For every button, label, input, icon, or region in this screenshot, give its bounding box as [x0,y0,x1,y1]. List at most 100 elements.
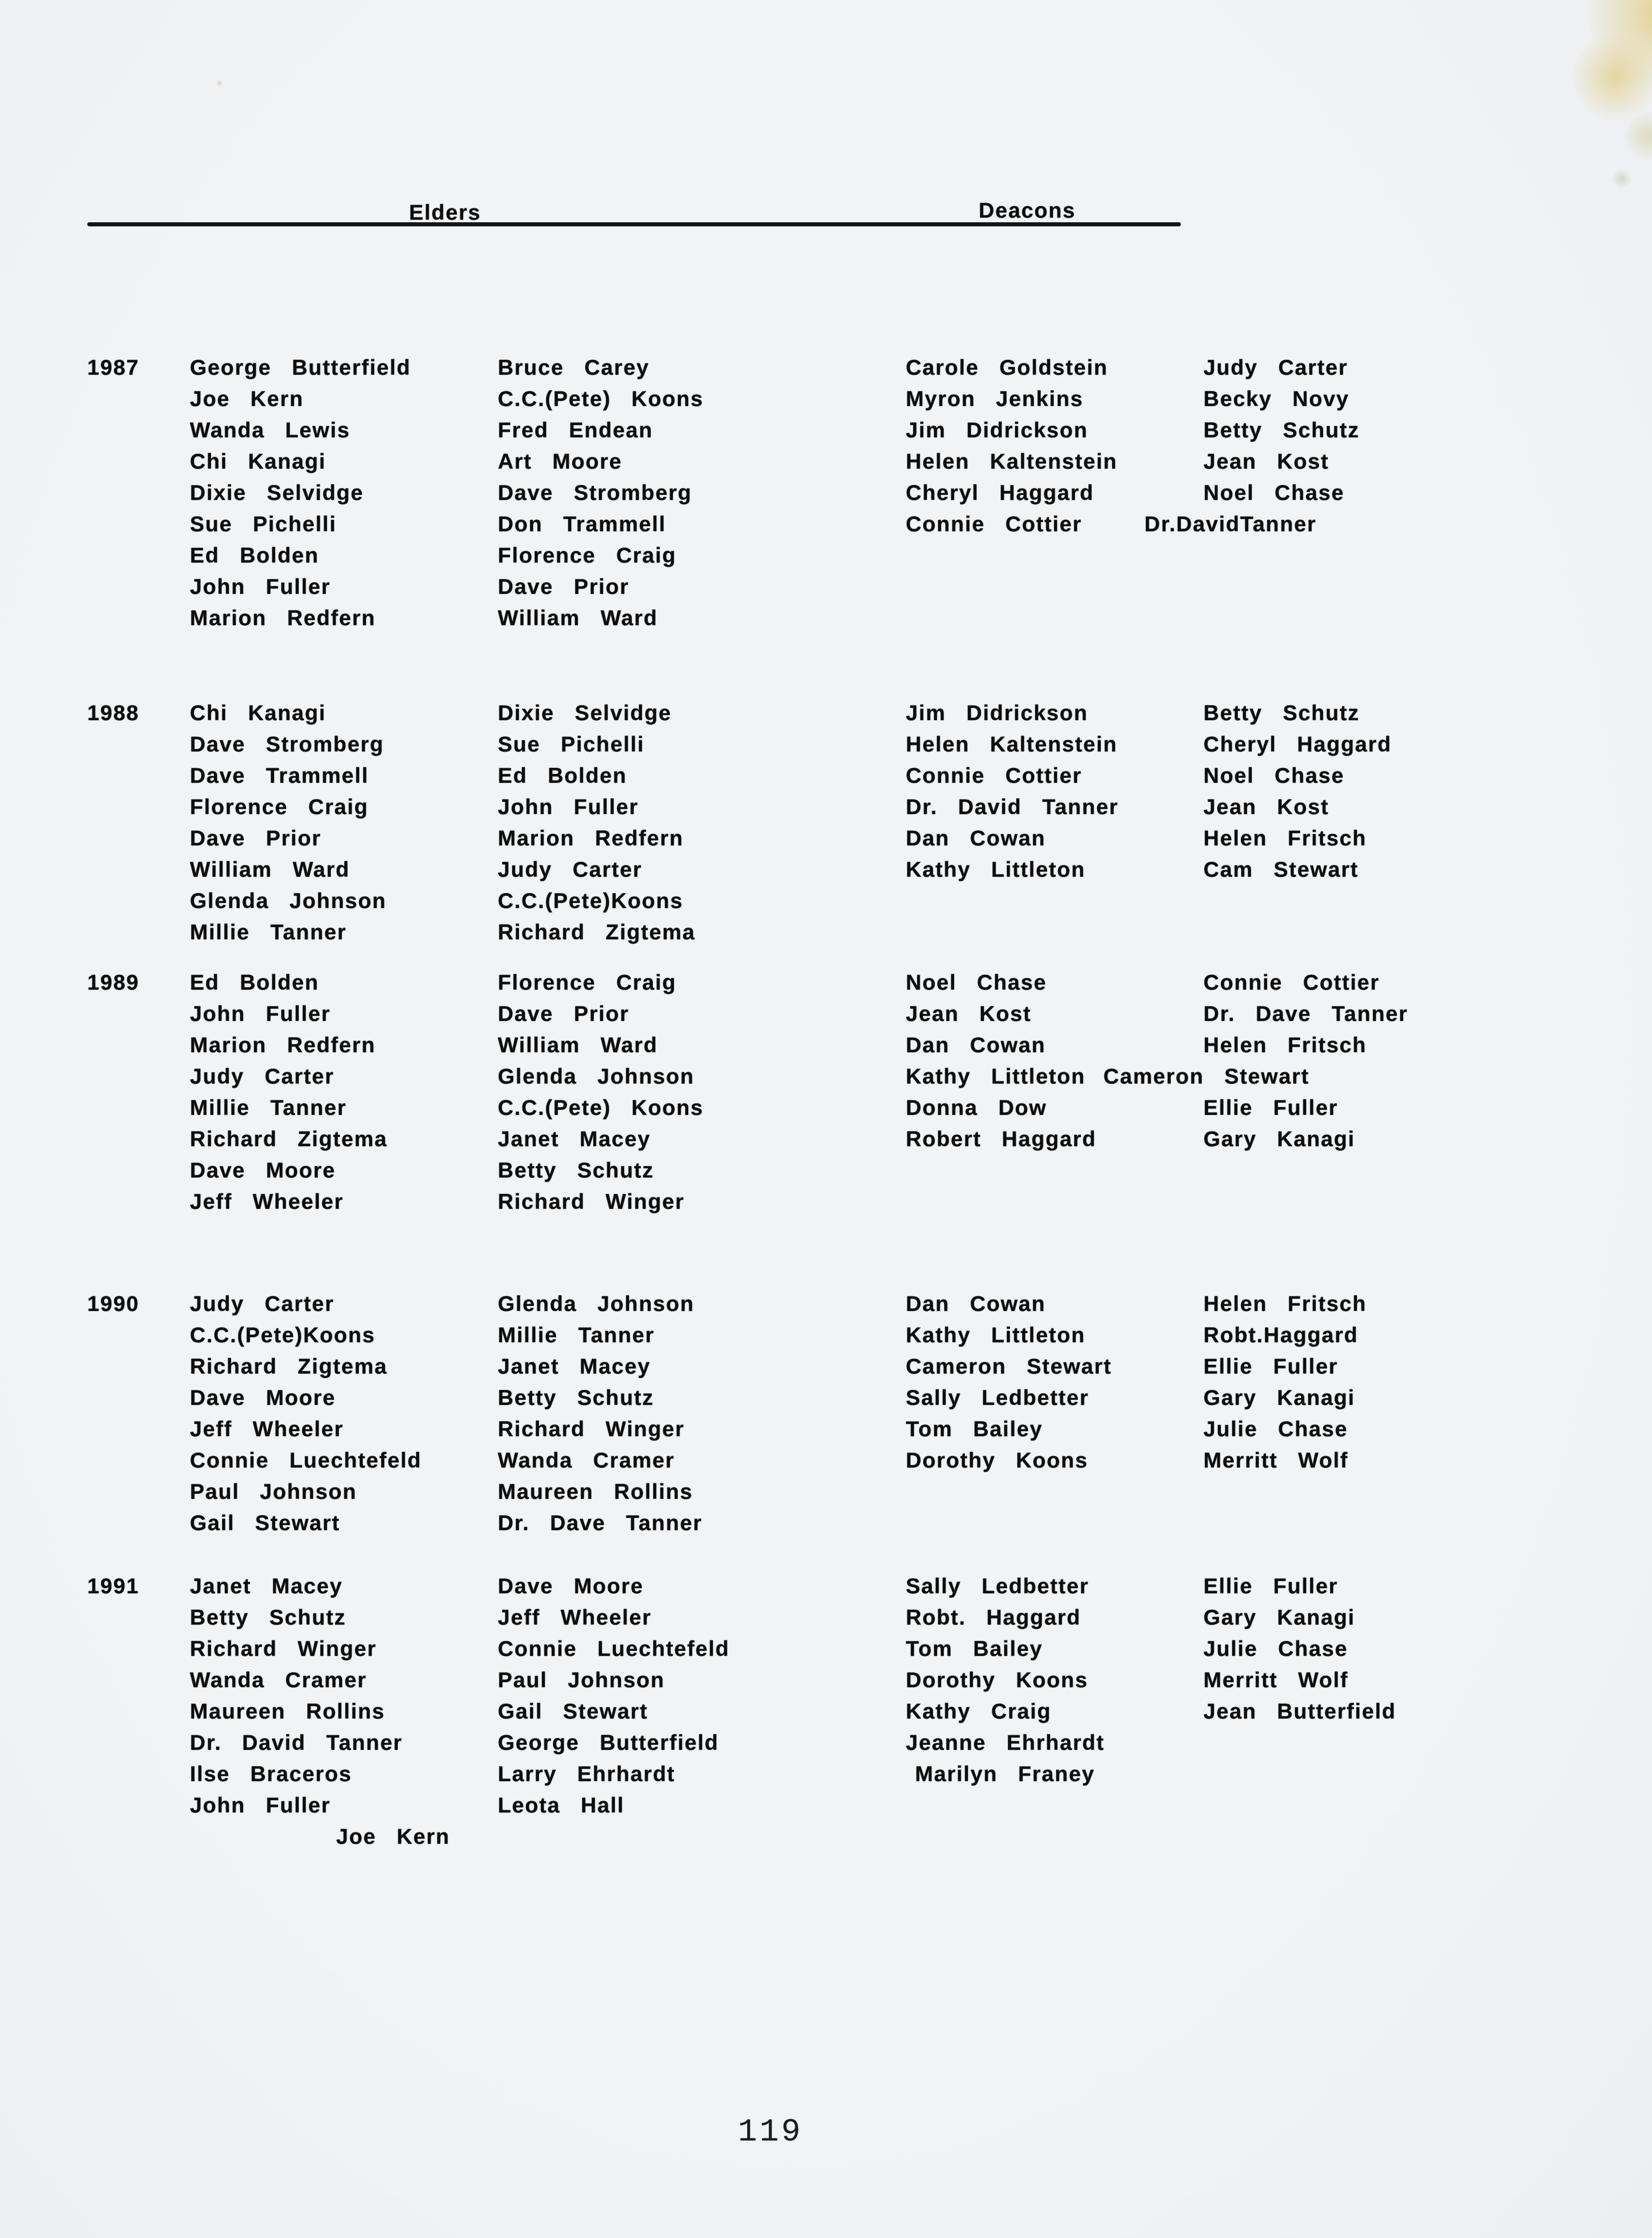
member-name: Ed Bolden [190,970,319,994]
member-name: Gail Stewart [498,1699,648,1723]
member-name: Dave Prior [498,1001,630,1026]
member-name: Richard Zigtema [190,1354,388,1378]
member-name: Jeff Wheeler [498,1605,652,1629]
member-name: Dr. Dave Tanner [1203,1001,1408,1026]
member-name: Richard Winger [498,1189,685,1213]
member-name: Marion Redfern [498,826,684,850]
member-name: Jean Kost [906,1001,1032,1026]
year-label: 1991 [87,1574,140,1598]
member-name: Becky Novy [1203,387,1350,411]
member-name: Robert Haggard [906,1127,1097,1151]
member-name: William Ward [190,857,350,881]
member-name: Jean Kost [1203,449,1329,473]
member-name: Betty Schutz [190,1605,346,1629]
member-name: Noel Chase [906,970,1047,994]
member-name: Chi Kanagi [190,449,326,473]
member-name: Judy Carter [190,1064,335,1088]
member-name: Judy Carter [1203,355,1348,379]
member-name: Glenda Johnson [190,889,387,913]
member-name: Donna Dow [906,1095,1047,1120]
member-name: Noel Chase [1203,480,1345,505]
member-name: Florence Craig [498,970,677,994]
member-name: Judy Carter [190,1291,335,1316]
member-name: Betty Schutz [498,1158,654,1182]
member-name: Don Trammell [498,512,666,536]
member-name: Ellie Fuller [1203,1354,1338,1378]
member-name: Paul Johnson [498,1668,665,1692]
member-name: Carole Goldstein [906,355,1109,379]
member-name: Cheryl Haggard [906,480,1094,505]
member-name: Sue Pichelli [498,732,645,756]
member-name: Dorothy Koons [906,1448,1089,1472]
member-name: Ilse Braceros [190,1762,352,1786]
member-name: Dorothy Koons [906,1668,1089,1692]
member-name: Dr.DavidTanner [1144,512,1317,536]
member-name: Florence Craig [190,795,369,819]
member-name: Dave Moore [498,1574,644,1598]
member-name: Dr. Dave Tanner [498,1511,703,1535]
year-label: 1989 [87,970,140,994]
year-label: 1987 [87,355,140,379]
member-name: Kathy Littleton [906,1323,1085,1347]
year-label: 1988 [87,701,140,725]
member-name: Merritt Wolf [1203,1448,1349,1472]
member-name: Chi Kanagi [190,701,326,725]
member-name: Sally Ledbetter [906,1574,1090,1598]
member-name: Dave Moore [190,1385,336,1410]
member-name: Marion Redfern [190,1033,376,1057]
member-name: Sally Ledbetter [906,1385,1090,1410]
member-name: Millie Tanner [190,920,347,944]
member-name: George Butterfield [190,355,411,379]
member-name: Ellie Fuller [1203,1095,1338,1120]
member-name: Joe Kern [190,387,304,411]
member-name: Connie Cottier [906,763,1082,787]
member-name: Richard Zigtema [498,920,696,944]
member-name: Dave Trammell [190,763,369,787]
member-name: Helen Kaltenstein [906,732,1118,756]
page-number: 119 [738,2114,803,2150]
member-name: Dr. David Tanner [906,795,1119,819]
member-name: Glenda Johnson [498,1064,695,1088]
member-name: Judy Carter [498,857,643,881]
member-name: Tom Bailey [906,1636,1043,1661]
member-name: Jean Kost [1203,795,1329,819]
member-name: Millie Tanner [190,1095,347,1120]
member-name: Jean Butterfield [1203,1699,1396,1723]
member-name: Dan Cowan [906,1291,1046,1316]
member-name: Wanda Cramer [190,1668,367,1692]
member-name: Cameron Stewart [1103,1064,1310,1088]
member-name: Betty Schutz [1203,418,1360,442]
member-name: Dr. David Tanner [190,1730,403,1754]
member-name: Dave Moore [190,1158,336,1182]
member-name: C.C.(Pete)Koons [190,1323,376,1347]
member-name: Jim Didrickson [906,701,1089,725]
member-name: Dan Cowan [906,1033,1046,1057]
member-name: Betty Schutz [498,1385,654,1410]
member-name: Myron Jenkins [906,387,1084,411]
member-name: Merritt Wolf [1203,1668,1349,1692]
member-name: C.C.(Pete)Koons [498,889,684,913]
member-name: Helen Fritsch [1203,826,1367,850]
member-name: Maureen Rollins [190,1699,385,1723]
member-name: Gail Stewart [190,1511,340,1535]
member-name: William Ward [498,606,658,630]
member-name: Joe Kern [336,1824,450,1848]
year-label: 1990 [87,1291,140,1316]
member-name: Julie Chase [1203,1417,1348,1441]
member-name: Florence Craig [498,543,677,567]
header-underline [87,222,1181,226]
member-name: Gary Kanagi [1203,1385,1355,1410]
member-name: Leota Hall [498,1793,625,1817]
member-name: Helen Fritsch [1203,1033,1367,1057]
member-name: Marilyn Franey [915,1762,1095,1786]
member-name: Dave Prior [190,826,322,850]
member-name: Paul Johnson [190,1479,357,1503]
member-name: Cheryl Haggard [1203,732,1392,756]
member-name: Janet Macey [498,1354,651,1378]
member-name: George Butterfield [498,1730,719,1754]
member-name: C.C.(Pete) Koons [498,1095,704,1120]
member-name: Janet Macey [498,1127,651,1151]
member-name: Art Moore [498,449,623,473]
member-name: Bruce Carey [498,355,650,379]
